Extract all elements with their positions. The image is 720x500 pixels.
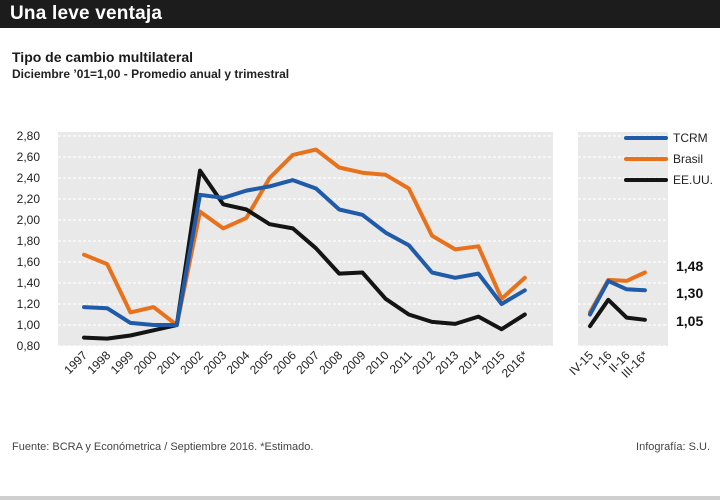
- end-value-label: 1,05: [676, 313, 703, 329]
- header-bar: Una leve ventaja: [0, 0, 720, 28]
- x-tick-label: 2002: [177, 348, 206, 377]
- x-tick-label: 2011: [387, 348, 415, 376]
- legend-label: EE.UU.: [673, 173, 713, 187]
- x-tick-label: 2013: [433, 348, 462, 377]
- y-tick-label: 1,00: [17, 318, 41, 332]
- x-tick-label: 2004: [224, 348, 253, 377]
- series-line-brasil: [82, 147, 527, 327]
- legend-label: Brasil: [673, 152, 703, 166]
- y-tick-label: 2,80: [17, 129, 41, 143]
- end-value-label: 1,30: [676, 285, 703, 301]
- y-tick-label: 2,00: [17, 213, 41, 227]
- legend: TCRM Brasil EE.UU.: [624, 131, 713, 187]
- y-tick-label: 2,40: [17, 171, 41, 185]
- x-tick-label: 2010: [363, 348, 392, 377]
- y-axis-ticks: 0,80 1,00 1,20 1,40 1,60 1,80 2,00 2,20 2,40 2,60…: [17, 129, 41, 353]
- series-line-eeuu: [588, 297, 647, 329]
- series-line-eeuu: [82, 168, 527, 341]
- x-tick-label: 2009: [340, 348, 369, 377]
- y-tick-label: 0,80: [17, 339, 41, 353]
- page-title: Una leve ventaja: [10, 3, 163, 24]
- x-tick-label: 2008: [317, 348, 346, 377]
- series-line-tcrm: [82, 178, 527, 327]
- plot-background: [58, 132, 668, 346]
- x-tick-label: 2016*: [499, 348, 531, 380]
- x-tick-label: 2000: [131, 348, 160, 377]
- x-tick-label: 2001: [154, 348, 183, 377]
- credit: Infografía: S.U.: [636, 441, 710, 453]
- x-tick-label: 2005: [247, 348, 276, 377]
- x-tick-label: 2007: [293, 348, 322, 377]
- source-note: Fuente: BCRA y Económetrica / Septiembre…: [12, 441, 314, 453]
- y-tick-label: 1,40: [17, 276, 41, 290]
- x-axis-ticks: 1997199819992000200120022003200420052006…: [61, 348, 651, 381]
- x-tick-label: 1999: [108, 348, 137, 377]
- end-value-label: 1,48: [676, 258, 703, 274]
- x-tick-label: 1998: [85, 348, 114, 377]
- y-tick-label: 2,20: [17, 192, 41, 206]
- x-tick-label: 2003: [201, 348, 230, 377]
- y-tick-label: 1,80: [17, 234, 41, 248]
- x-tick-label: 1997: [61, 348, 90, 377]
- y-tick-label: 2,60: [17, 150, 41, 164]
- bottom-rule: [0, 496, 720, 500]
- series-lines: [82, 147, 647, 341]
- legend-label: TCRM: [673, 131, 708, 145]
- series-line-tcrm: [588, 278, 647, 317]
- x-tick-label: 2014: [456, 348, 485, 377]
- end-labels: 1,48 1,30 1,05: [676, 258, 703, 329]
- chart-subtitle: Diciembre ’01=1,00 - Promedio anual y tr…: [12, 67, 290, 81]
- x-tick-label: 2006: [270, 348, 299, 377]
- y-tick-label: 1,60: [17, 255, 41, 269]
- y-tick-label: 1,20: [17, 297, 41, 311]
- x-tick-label: 2012: [409, 348, 438, 377]
- chart-title: Tipo de cambio multilateral: [12, 49, 194, 65]
